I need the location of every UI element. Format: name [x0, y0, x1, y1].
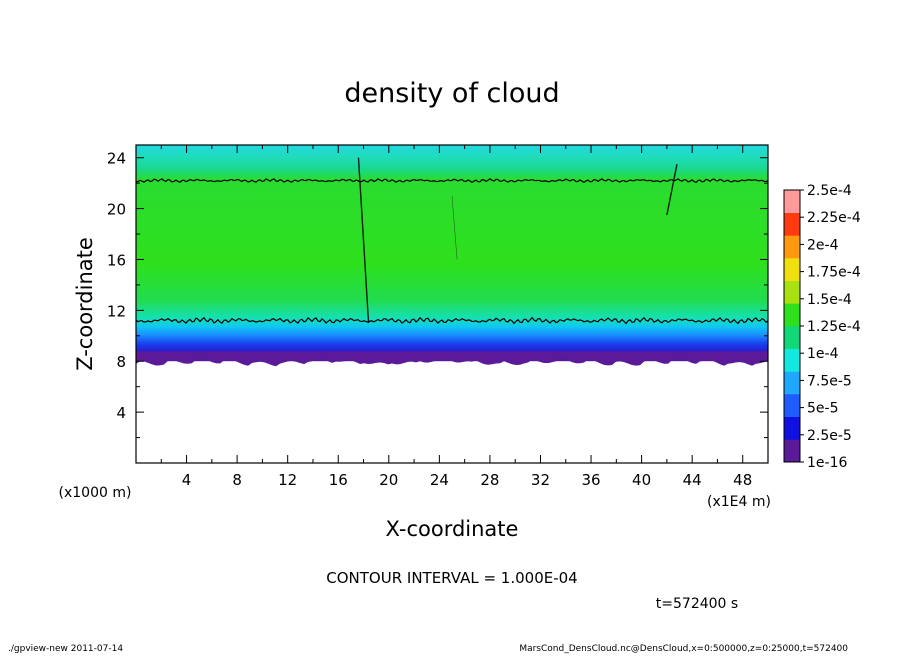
upper-contour-line [135, 178, 769, 184]
colorbar-label: 2e-4 [807, 237, 839, 253]
lower-contour-line [135, 316, 769, 325]
colorbar-segment [784, 190, 800, 213]
x-tick-label: 24 [430, 471, 449, 489]
chart-title: density of cloud [344, 78, 559, 109]
y-tick-label: 12 [107, 302, 126, 320]
colorbar-label: 1e-16 [807, 455, 847, 471]
y-tick-label: 16 [107, 251, 126, 269]
x-tick-label: 12 [278, 471, 297, 489]
contour-interval-text: CONTOUR INTERVAL = 1.000E-04 [326, 569, 577, 587]
y-unit-label: (x1000 m) [59, 485, 132, 501]
x-tick-label: 36 [581, 471, 600, 489]
colorbar-segment [784, 212, 800, 236]
y-axis-label: Z-coordinate [73, 237, 97, 371]
y-tick-label: 8 [116, 353, 126, 371]
colorbar-label: 2.5e-5 [807, 428, 852, 444]
colorbar-segment [784, 280, 800, 304]
x-tick-label: 28 [480, 471, 499, 489]
plot-frame [135, 144, 769, 464]
colorbar-segment [784, 416, 800, 440]
x-tick-label: 40 [632, 471, 651, 489]
cloud-density-field [136, 145, 768, 362]
cloud-base-edge [136, 351, 768, 367]
y-tick-label: 4 [116, 404, 126, 422]
colorbar-label: 5e-5 [807, 401, 838, 417]
colorbar-segment [784, 235, 800, 259]
y-tick-label: 24 [107, 150, 126, 168]
x-tick-label: 16 [329, 471, 348, 489]
x-unit-label: (x1E4 m) [707, 494, 771, 510]
y-tick-label: 20 [107, 201, 126, 219]
colorbar-segment [784, 394, 800, 417]
x-tick-label: 4 [182, 471, 192, 489]
colorbar-segment [784, 258, 800, 281]
turbulence-streak [357, 157, 370, 324]
turbulence-streak [451, 195, 458, 260]
colorbar-segment [784, 326, 800, 349]
colorbar-segment [784, 439, 800, 463]
footer-right: MarsCond_DensCloud.nc@DensCloud,x=0:5000… [519, 644, 848, 654]
x-axis-label: X-coordinate [386, 517, 519, 541]
colorbar-label: 2.25e-4 [807, 210, 861, 226]
colorbar-label: 1e-4 [807, 346, 839, 362]
colorbar-label: 2.5e-4 [807, 183, 852, 199]
colorbar: 1e-16 2.5e-5 5e-5 7.5e-5 1e-4 1.25e-4 1.5e-4 1.… [783, 183, 861, 471]
colorbar-segment [784, 348, 800, 372]
colorbar-segment [784, 303, 800, 327]
colorbar-segment [784, 371, 800, 395]
turbulence-streak [666, 163, 678, 216]
colorbar-label: 1.25e-4 [807, 319, 861, 335]
x-tick-label: 48 [733, 471, 752, 489]
x-tick-label: 44 [683, 471, 702, 489]
x-tick-label: 32 [531, 471, 550, 489]
time-text: t=572400 s [656, 596, 738, 612]
colorbar-label: 7.5e-5 [807, 373, 852, 389]
colorbar-label: 1.5e-4 [807, 292, 852, 308]
footer-left: ./gpview-new 2011-07-14 [8, 644, 123, 654]
x-tick-label: 8 [232, 471, 242, 489]
x-tick-label: 20 [379, 471, 398, 489]
colorbar-label: 1.75e-4 [807, 265, 861, 281]
